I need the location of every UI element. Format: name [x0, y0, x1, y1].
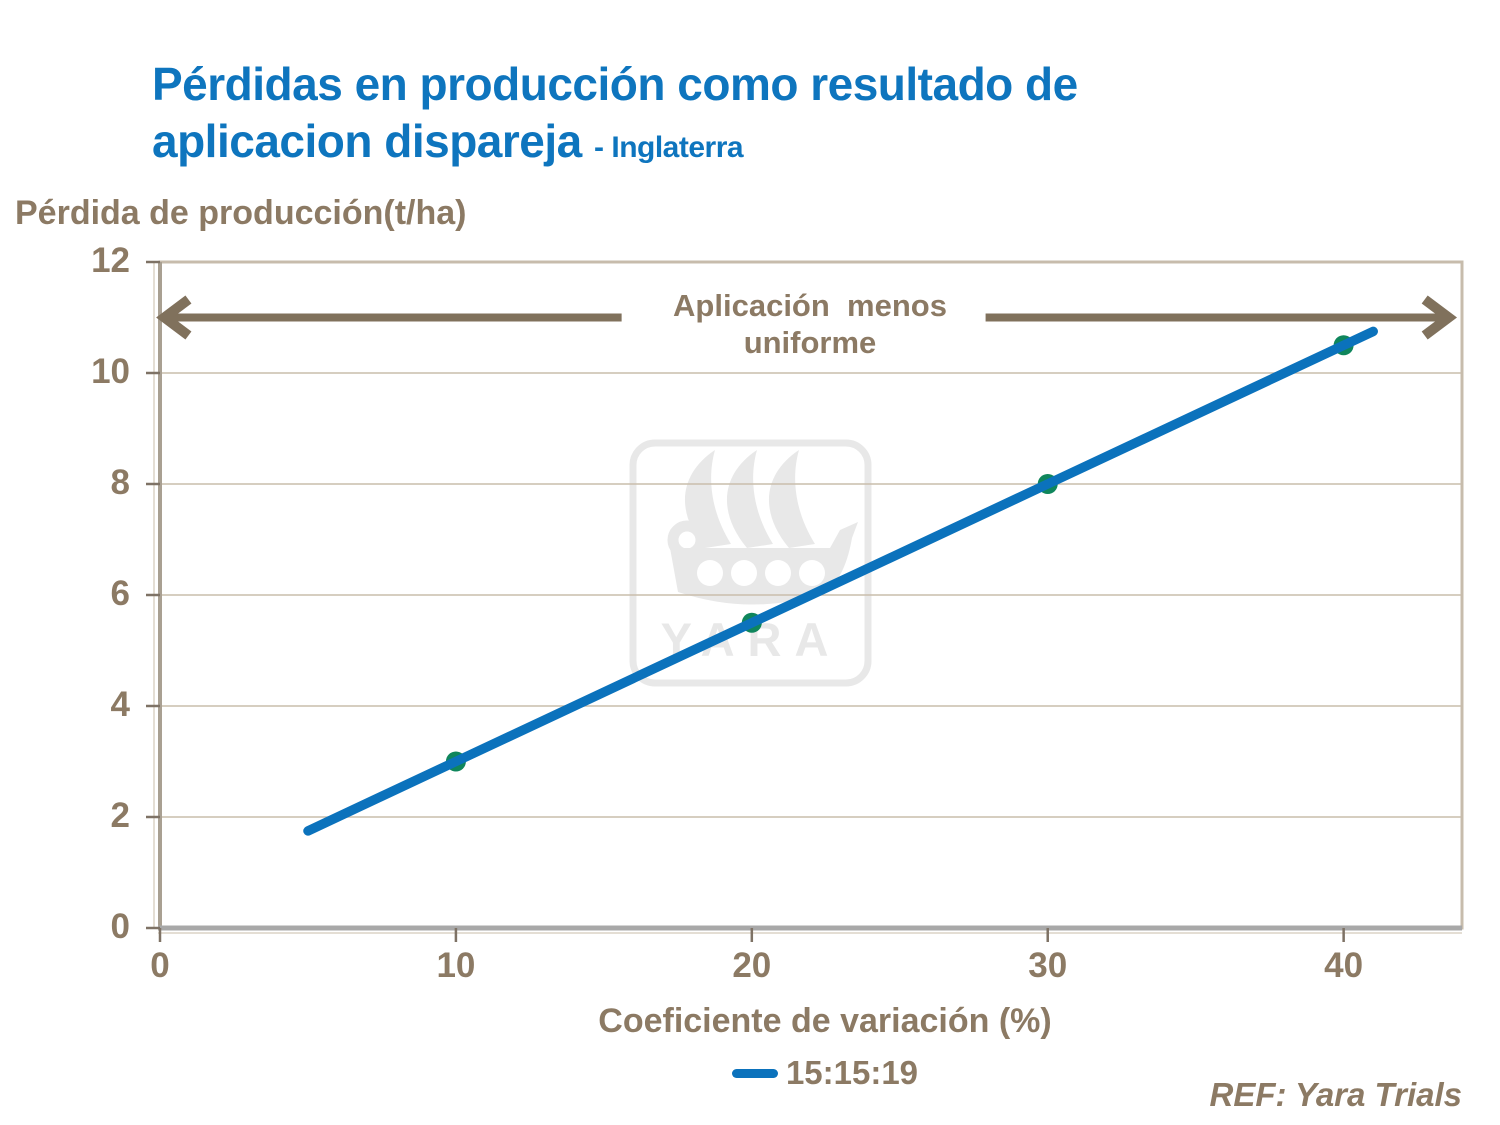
- y-tick-label: 8: [110, 463, 130, 502]
- yara-logo-shield-circle: [765, 560, 791, 586]
- y-tick-label: 2: [110, 796, 130, 835]
- yara-logo-shield-circle: [799, 560, 825, 586]
- x-axis-title: Coeficiente de variación (%): [598, 1002, 1052, 1040]
- x-tick-label: 40: [1324, 946, 1364, 985]
- yara-logo-sail-icon: [768, 450, 815, 548]
- x-tick-label: 30: [1028, 946, 1068, 985]
- y-tick-label: 12: [91, 241, 130, 280]
- yara-logo-sail-icon: [684, 450, 731, 548]
- annotation-arrow-head-icon: [1421, 295, 1458, 340]
- yara-logo-frame: [629, 439, 872, 687]
- chart-title-subtitle: - Inglaterra: [594, 131, 744, 164]
- yara-logo-sail-icon: [726, 450, 773, 548]
- x-tick-label: 0: [150, 946, 170, 985]
- y-tick-label: 6: [110, 574, 130, 613]
- x-tick-label: 10: [436, 946, 476, 985]
- legend-line-swatch: [731, 1068, 778, 1078]
- yara-logo-shield-circle: [697, 560, 723, 586]
- legend: 15:15:19: [160, 1054, 1490, 1092]
- chart-title-line2: aplicacion dispareja - Inglaterra: [152, 113, 1078, 176]
- annotation-label: Aplicación menos uniforme: [565, 287, 1055, 361]
- annotation-line1: Aplicación menos: [673, 288, 947, 323]
- yara-logo-shield-circle: [731, 560, 757, 586]
- annotation-line2: uniforme: [743, 325, 877, 360]
- y-tick-label: 0: [110, 907, 130, 946]
- chart-title: Pérdidas en producción como resultado de…: [152, 56, 1078, 176]
- annotation-arrow-head-icon: [156, 295, 192, 340]
- chart-title-line1: Pérdidas en producción como resultado de: [152, 58, 1078, 110]
- y-tick-label: 4: [110, 685, 130, 724]
- legend-series-label: 15:15:19: [785, 1054, 919, 1091]
- y-tick-label: 10: [91, 352, 130, 391]
- y-axis-title: Pérdida de producción(t/ha): [15, 194, 467, 232]
- reference-note: REF: Yara Trials: [1209, 1076, 1462, 1113]
- x-tick-label: 20: [732, 946, 772, 985]
- chart-title-line2-text: aplicacion dispareja: [152, 115, 582, 167]
- data-line: [303, 326, 1378, 836]
